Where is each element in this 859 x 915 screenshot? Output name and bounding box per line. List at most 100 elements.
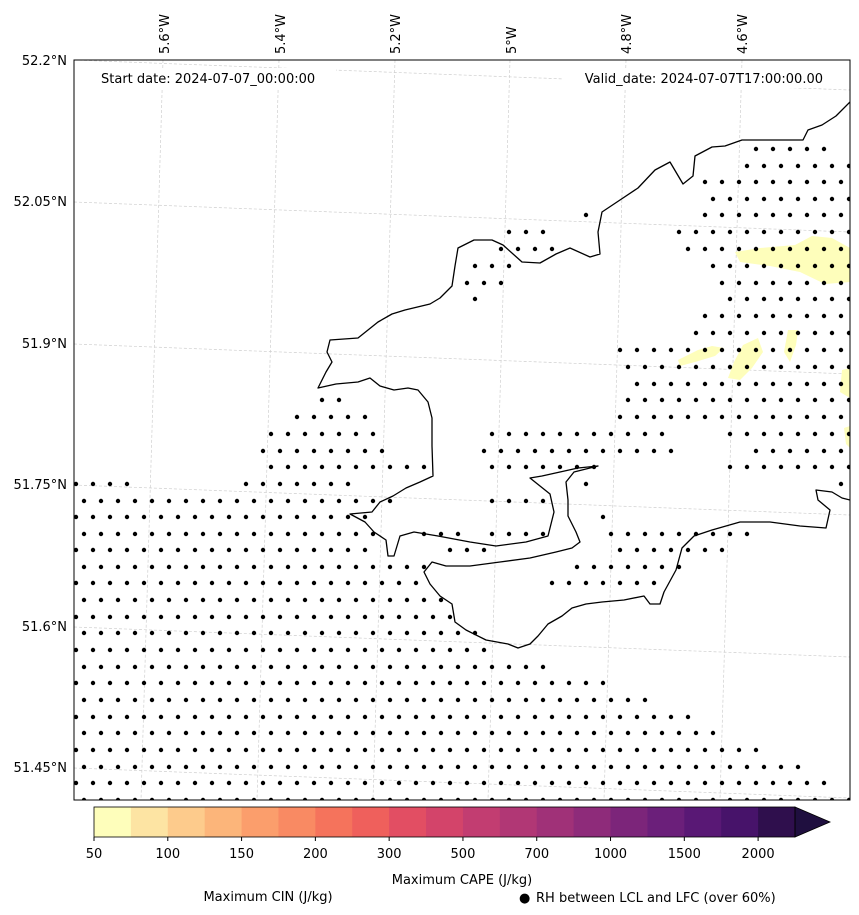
rh-stipple-dot [778,364,784,370]
rh-stipple-dot [481,448,487,454]
rh-stipple-dot [676,364,682,370]
rh-stipple-dot [583,714,589,720]
rh-stipple-dot [200,531,206,537]
lat-label: 51.6°N [22,620,67,635]
rh-stipple-dot [277,680,283,686]
rh-stipple-dot [838,414,844,420]
rh-stipple-dot [532,680,538,686]
rh-stipple-dot [787,780,793,786]
rh-stipple-dot [421,564,427,570]
rh-stipple-dot [812,364,818,370]
rh-stipple-dot [846,431,850,437]
rh-stipple-dot [98,630,104,636]
rh-stipple-dot [243,514,249,520]
rh-stipple-dot [464,647,470,653]
rh-stipple-dot [268,564,274,570]
colorbar-cell [94,807,132,837]
rh-stipple-dot [243,614,249,620]
colorbar-tick-label: 50 [86,847,103,862]
rh-stipple-dot [846,330,850,336]
rh-stipple-dot [396,647,402,653]
colorbar-outline [93,806,796,838]
rh-stipple-dot [812,397,818,403]
rh-stipple-dot [243,580,249,586]
rh-stipple-dot [574,797,580,800]
rh-stipple-dot [90,614,96,620]
rh-stipple-dot [311,614,317,620]
rh-stipple-dot [566,747,572,753]
rh-stipple-dot [124,647,130,653]
rh-stipple-dot [438,797,444,800]
rh-stipple-dot [634,381,640,387]
rh-stipple-dot [362,780,368,786]
rh-stipple-dot [710,196,716,202]
rh-stipple-dot [727,263,733,269]
rh-stipple-dot [107,780,113,786]
rh-stipple-dot [430,614,436,620]
rh-stipple-dot [770,313,776,319]
cape-patch [784,330,798,362]
rh-stipple-dot [404,664,410,670]
rh-stipple-dot [294,714,300,720]
rh-stipple-dot [379,780,385,786]
rh-stipple-dot [651,381,657,387]
rh-stipple-dot [217,498,223,504]
rh-stipple-dot [353,697,359,703]
rh-stipple-dot [132,797,138,800]
rh-stipple-dot [260,614,266,620]
meridian-line [372,60,396,800]
rh-stipple-dot [294,547,300,553]
colorbar-cell [684,807,722,837]
rh-stipple-dot [642,397,648,403]
rh-stipple-dot [311,680,317,686]
cape-patch [735,236,850,284]
rh-stipple-dot [260,680,266,686]
rh-stipple-dot [158,747,164,753]
rh-stipple-dot [821,280,827,286]
rh-stipple-dot [81,597,87,603]
rh-stipple-dot [158,514,164,520]
rh-stipple-dot [727,464,733,470]
colorbar-cell [647,807,685,837]
rh-stipple-dot [319,531,325,537]
rh-stipple-dot [838,381,844,387]
rh-stipple-dot [719,212,725,218]
rh-stipple-dot [90,680,96,686]
rh-stipple-dot [268,797,274,800]
rh-stipple-dot [74,481,79,487]
rh-stipple-dot [506,431,512,437]
rh-stipple-dot [668,747,674,753]
rh-stipple-dot [515,448,521,454]
rh-stipple-dot [812,196,818,202]
rh-stipple-dot [345,414,351,420]
rh-stipple-dot [761,397,767,403]
rh-stipple-dot [98,730,104,736]
rh-stipple-dot [549,714,555,720]
rh-stipple-dot [277,514,283,520]
rh-stipple-dot [132,531,138,537]
rh-stipple-dot [455,797,461,800]
rh-stipple-dot [574,697,580,703]
rh-stipple-dot [846,163,850,169]
rh-stipple-dot [311,448,317,454]
rh-stipple-dot [362,580,368,586]
rh-stipple-dot [523,531,529,537]
rh-stipple-dot [166,564,172,570]
rh-stipple-dot [370,564,376,570]
rh-stipple-dot [778,797,784,800]
rh-stipple-dot [107,580,113,586]
rh-stipple-dot [370,697,376,703]
rh-stipple-dot [115,730,121,736]
rh-stipple-dot [642,364,648,370]
rh-stipple-dot [702,179,708,185]
rh-stipple-dot [472,797,478,800]
rh-stipple-dot [90,514,96,520]
rh-stipple-dot [795,397,801,403]
colorbar-cell [352,807,390,837]
rh-stipple-dot [472,730,478,736]
rh-stipple-dot [74,680,79,686]
rh-stipple-dot [583,212,589,218]
rh-stipple-dot [192,680,198,686]
parallel-line [74,343,850,375]
